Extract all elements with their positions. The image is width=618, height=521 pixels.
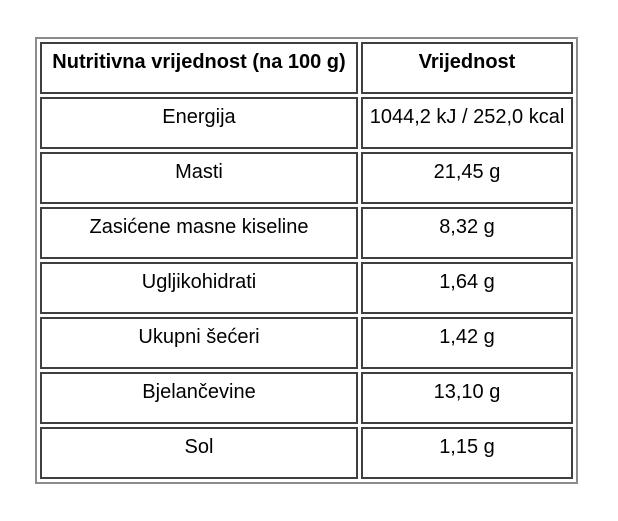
nutrient-value: 1044,2 kJ / 252,0 kcal: [361, 97, 573, 149]
nutrient-label: Masti: [40, 152, 358, 204]
header-value-column: Vrijednost: [361, 42, 573, 94]
nutrient-label: Energija: [40, 97, 358, 149]
nutrition-table: Nutritivna vrijednost (na 100 g) Vrijedn…: [35, 37, 578, 484]
nutrient-label: Sol: [40, 427, 358, 479]
table-row-bjelancevine: Bjelančevine 13,10 g: [40, 372, 573, 424]
nutrient-value: 13,10 g: [361, 372, 573, 424]
nutrient-value: 1,64 g: [361, 262, 573, 314]
nutrient-value: 8,32 g: [361, 207, 573, 259]
nutrient-label: Ukupni šećeri: [40, 317, 358, 369]
table-row-zasicene-masne-kiseline: Zasićene masne kiseline 8,32 g: [40, 207, 573, 259]
table-header-row: Nutritivna vrijednost (na 100 g) Vrijedn…: [40, 42, 573, 94]
table-row-energija: Energija 1044,2 kJ / 252,0 kcal: [40, 97, 573, 149]
nutrient-label: Zasićene masne kiseline: [40, 207, 358, 259]
table-row-ukupni-seceri: Ukupni šećeri 1,42 g: [40, 317, 573, 369]
table-row-masti: Masti 21,45 g: [40, 152, 573, 204]
nutrient-label: Bjelančevine: [40, 372, 358, 424]
nutrient-value: 1,42 g: [361, 317, 573, 369]
table-row-ugljikohidrati: Ugljikohidrati 1,64 g: [40, 262, 573, 314]
nutrient-label: Ugljikohidrati: [40, 262, 358, 314]
nutrient-value: 1,15 g: [361, 427, 573, 479]
nutrient-value: 21,45 g: [361, 152, 573, 204]
table-row-sol: Sol 1,15 g: [40, 427, 573, 479]
header-nutrient-column: Nutritivna vrijednost (na 100 g): [40, 42, 358, 94]
